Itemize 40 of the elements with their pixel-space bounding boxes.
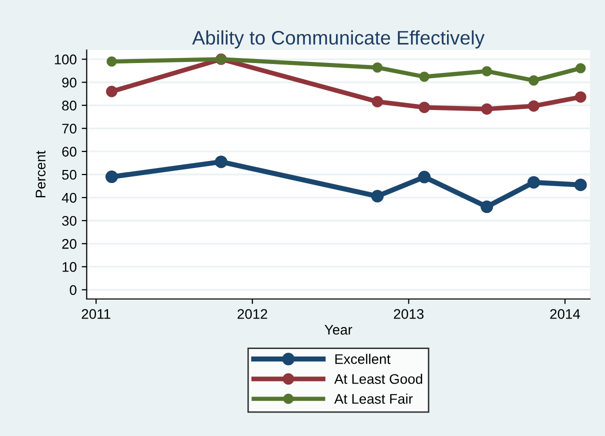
x-tick-label: 2011: [82, 309, 110, 319]
y-tick-label: 30: [62, 216, 76, 226]
point: [574, 91, 586, 103]
y-tick-label: 80: [62, 100, 76, 111]
y-tick-label: 100: [54, 54, 76, 64]
y-tick-label: 0: [70, 285, 76, 295]
point: [480, 200, 494, 214]
point: [418, 102, 430, 114]
point: [371, 190, 384, 202]
x-axis-title: Year: [324, 324, 352, 335]
point: [419, 72, 430, 82]
point: [574, 178, 587, 192]
point: [418, 170, 431, 184]
point: [106, 86, 118, 98]
point: [528, 100, 540, 112]
y-tick-label: 50: [62, 170, 76, 180]
point: [372, 96, 384, 108]
y-tick-label: 90: [62, 78, 76, 88]
y-tick-label: 20: [62, 239, 76, 249]
y-tick-label: 10: [62, 262, 76, 272]
point: [528, 75, 539, 86]
chart-title: Ability to Communicate Effectively: [192, 30, 485, 48]
x-tick-label: 2013: [394, 309, 424, 319]
point: [105, 170, 118, 184]
legend-label: At Least Fair: [334, 394, 413, 404]
x-tick-label: 2014: [550, 309, 580, 319]
point: [575, 63, 586, 74]
x-tick-label: 2012: [238, 309, 268, 319]
point: [481, 103, 493, 115]
point: [106, 56, 117, 67]
y-axis-title: Percent: [36, 150, 46, 198]
point: [372, 62, 383, 73]
y-tick-label: 40: [62, 192, 76, 203]
point: [527, 176, 540, 189]
y-tick-label: 70: [62, 124, 76, 134]
legend-label: At Least Good: [334, 374, 422, 384]
point: [214, 156, 228, 168]
y-tick-label: 60: [62, 146, 76, 157]
legend-label: Excellent: [335, 354, 390, 364]
point: [482, 66, 492, 76]
